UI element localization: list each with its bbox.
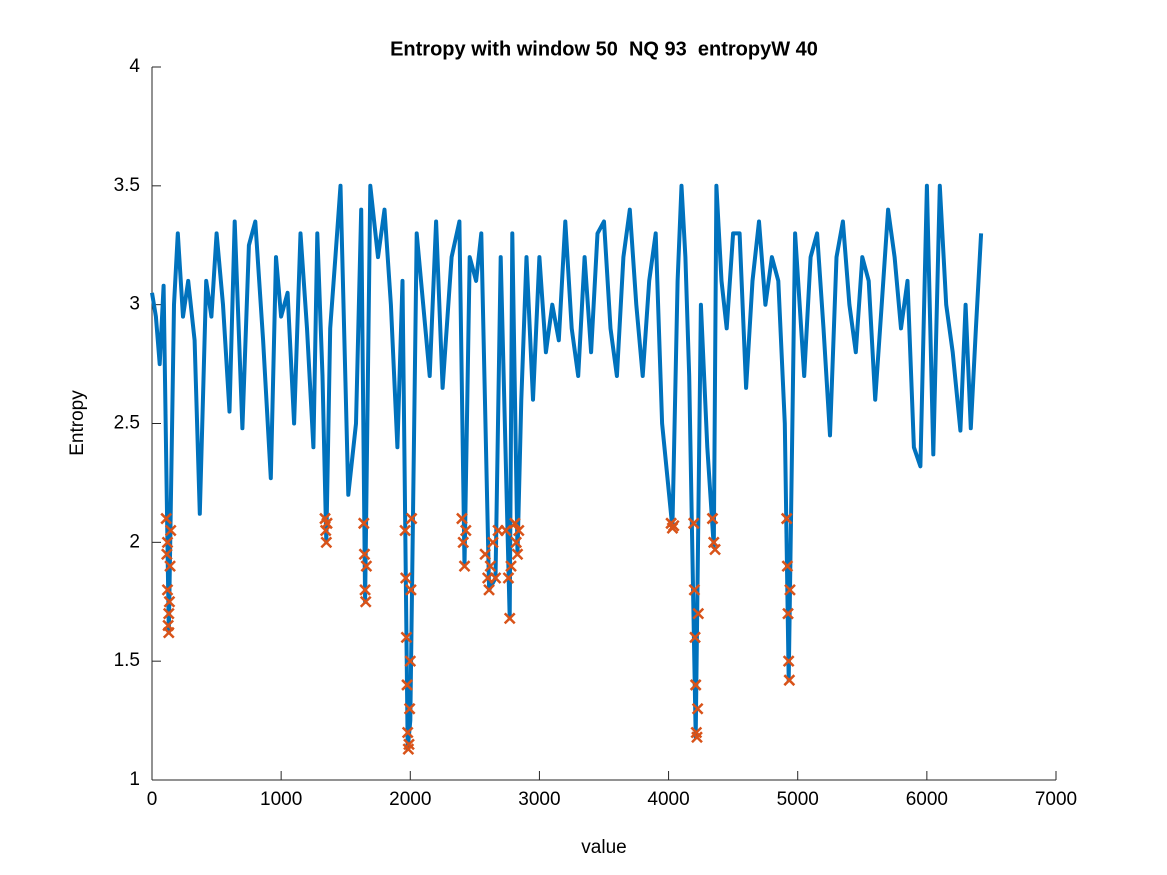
data-marker <box>458 560 471 572</box>
y-tick-label: 2 <box>129 531 140 552</box>
data-marker <box>780 512 793 525</box>
data-marker <box>667 519 680 532</box>
x-axis-label: value <box>581 837 626 858</box>
data-line <box>150 183 984 752</box>
data-marker <box>162 626 175 639</box>
data-marker <box>160 512 173 525</box>
y-tick-label: 4 <box>129 56 140 77</box>
data-marker <box>691 702 704 715</box>
data-marker <box>502 572 515 584</box>
data-marker <box>509 517 521 530</box>
data-marker <box>479 548 492 561</box>
data-marker <box>484 560 497 572</box>
data-marker <box>358 548 371 561</box>
data-marker <box>782 655 795 668</box>
data-marker <box>691 731 703 744</box>
data-marker <box>456 512 468 525</box>
data-marker <box>400 631 413 644</box>
data-marker <box>483 583 495 596</box>
x-tick-label: 6000 <box>906 789 948 810</box>
data-marker <box>163 595 176 608</box>
data-marker <box>403 702 416 715</box>
x-tick-label: 3000 <box>518 789 560 810</box>
data-marker <box>399 572 412 584</box>
data-marker <box>399 524 412 537</box>
data-marker <box>161 536 174 549</box>
data-marker <box>512 524 525 537</box>
data-marker <box>784 583 796 596</box>
data-marker <box>489 572 502 584</box>
y-tick-label: 1.5 <box>114 650 140 671</box>
data-marker <box>687 517 700 530</box>
y-tick-label: 2.5 <box>114 413 140 434</box>
data-marker <box>499 524 512 537</box>
x-tick-label: 5000 <box>777 789 819 810</box>
data-marker <box>405 512 418 525</box>
data-marker <box>503 612 516 625</box>
data-marker <box>321 517 333 530</box>
data-marker <box>459 524 472 537</box>
data-marker <box>511 548 524 561</box>
data-marker <box>164 560 176 572</box>
data-marker <box>403 738 415 751</box>
data-marker <box>782 607 794 620</box>
data-marker <box>783 674 796 687</box>
data-marker <box>505 560 517 572</box>
data-marker <box>320 536 333 549</box>
x-tick-label: 1000 <box>260 789 302 810</box>
data-marker <box>360 560 373 572</box>
x-tick-label: 4000 <box>647 789 689 810</box>
data-marker <box>781 560 794 572</box>
data-marker <box>160 548 173 561</box>
data-marker <box>510 536 523 549</box>
data-marker <box>689 631 701 644</box>
data-marker <box>404 655 417 668</box>
data-marker <box>709 543 721 556</box>
x-tick-label: 2000 <box>389 789 431 810</box>
y-axis-label: Entropy <box>67 390 88 456</box>
data-marker <box>401 726 414 739</box>
data-marker <box>359 583 371 596</box>
data-marker <box>161 583 174 596</box>
data-marker <box>688 583 701 596</box>
data-marker <box>457 536 470 549</box>
data-marker <box>357 517 370 530</box>
data-marker <box>405 583 417 596</box>
y-tick-label: 3 <box>129 294 140 315</box>
x-tick-label: 7000 <box>1035 789 1077 810</box>
data-marker <box>164 524 177 537</box>
y-tick-label: 1 <box>129 769 140 790</box>
data-marker <box>401 679 413 691</box>
data-marker <box>692 607 705 620</box>
data-marker <box>706 512 719 525</box>
data-marker <box>689 679 702 691</box>
x-tick-label: 0 <box>147 789 158 810</box>
y-tick-label: 3.5 <box>114 175 140 196</box>
data-marker <box>162 607 175 620</box>
data-marker <box>359 595 372 608</box>
data-marker <box>487 536 499 549</box>
chart-title: Entropy with window 50 NQ 93 entropyW 40 <box>390 38 818 60</box>
